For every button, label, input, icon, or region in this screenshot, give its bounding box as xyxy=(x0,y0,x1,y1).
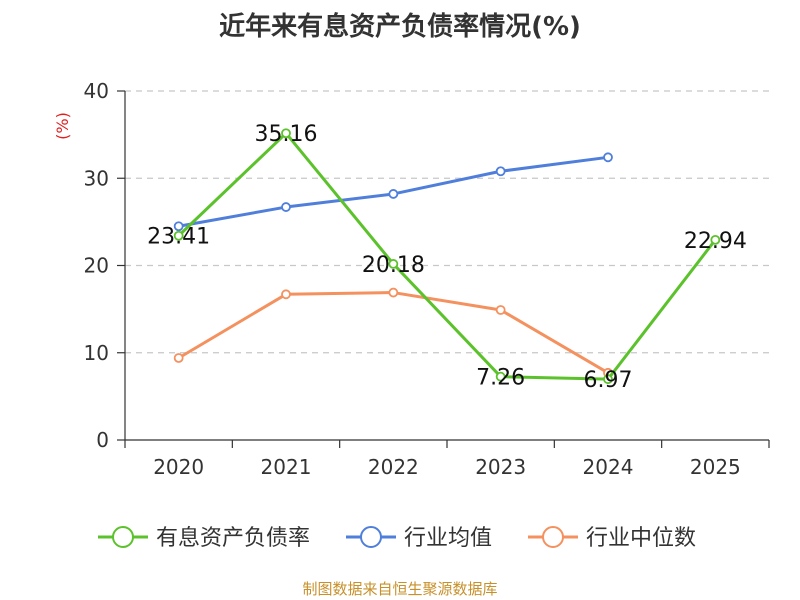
series-line xyxy=(177,131,717,381)
legend-item[interactable]: 行业均值 xyxy=(346,526,492,551)
data-label: 7.26 xyxy=(476,366,525,391)
legend-item[interactable]: 有息资产负债率 xyxy=(98,526,310,551)
data-label: 22.94 xyxy=(684,229,747,254)
legend-item[interactable]: 行业中位数 xyxy=(528,526,696,551)
legend-label: 行业均值 xyxy=(404,526,492,551)
data-point xyxy=(388,259,399,269)
data-labels: 23.41 35.16 20.18 7.26 6.97 22.94 xyxy=(147,122,747,393)
y-axis-label: (%) xyxy=(53,112,72,140)
axes: 0 10 20 30 40 2020 2021 2022 2023 2024 2025 xyxy=(84,79,770,479)
data-point xyxy=(388,287,399,298)
data-point xyxy=(710,234,721,245)
legend: 有息资产负债率 行业均值 行业中位数 xyxy=(98,526,696,551)
data-point xyxy=(281,202,291,212)
series-line xyxy=(177,291,609,375)
data-point xyxy=(495,166,506,177)
data-point xyxy=(495,305,506,315)
data-point xyxy=(603,374,613,385)
y-tick-label: 30 xyxy=(84,166,109,190)
y-tick-label: 20 xyxy=(84,254,109,278)
data-point xyxy=(603,152,613,163)
y-tick-label: 10 xyxy=(84,341,109,365)
x-tick-label: 2025 xyxy=(690,455,741,479)
data-point xyxy=(281,128,291,139)
legend-swatch-marker xyxy=(112,526,134,548)
gridlines xyxy=(125,90,769,354)
legend-label: 有息资产负债率 xyxy=(156,526,310,551)
legend-swatch-marker xyxy=(542,526,564,548)
x-tick-label: 2024 xyxy=(583,455,634,479)
x-tick-label: 2020 xyxy=(153,455,204,479)
data-point xyxy=(173,221,184,232)
y-tick-label: 0 xyxy=(96,428,109,452)
chart-title: 近年来有息资产负债率情况(%) xyxy=(219,12,581,42)
source-note: 制图数据来自恒生聚源数据库 xyxy=(302,580,498,598)
data-point xyxy=(173,353,184,363)
data-label: 20.18 xyxy=(362,253,425,278)
x-tick-label: 2021 xyxy=(261,455,312,479)
data-point xyxy=(281,289,291,300)
y-tick-label: 40 xyxy=(84,79,109,103)
data-point xyxy=(388,189,399,199)
legend-swatch-marker xyxy=(360,526,382,548)
data-label: 23.41 xyxy=(147,225,210,250)
data-point xyxy=(173,230,184,241)
data-label: 6.97 xyxy=(584,368,633,393)
data-point xyxy=(495,371,506,382)
x-tick-label: 2022 xyxy=(368,455,419,479)
legend-label: 行业中位数 xyxy=(586,526,696,551)
data-label: 35.16 xyxy=(255,122,318,147)
x-tick-label: 2023 xyxy=(475,455,526,479)
series-lines xyxy=(173,128,721,385)
